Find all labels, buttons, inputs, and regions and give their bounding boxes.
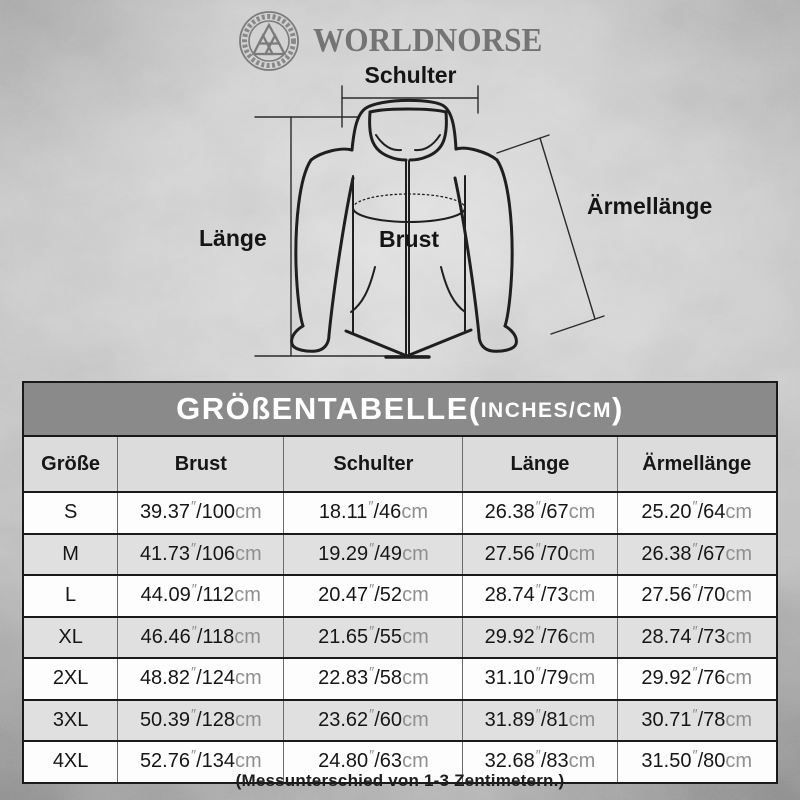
size-cell: 3XL <box>52 708 89 731</box>
measurement-cell: 21.65 ″/55 cm <box>283 617 462 657</box>
size-cell: XL <box>58 625 83 648</box>
measurement-cell: 30.71 ″/78 cm <box>616 700 776 740</box>
table-title-close: ) <box>612 391 624 426</box>
measurement-cell: 18.11 ″/46 cm <box>283 493 462 533</box>
size-cell: 4XL <box>52 750 89 773</box>
label-aermellaenge: Ärmellänge <box>587 193 713 219</box>
column-header: Größe <box>41 452 101 475</box>
table-row: 3XL 50.39 ″/128 cm 23.62 ″/60 cm 31.89 ″/81 cm 30.… <box>24 698 776 740</box>
table-title-main: GRÖßENTABELLE( <box>176 391 481 426</box>
measurement-cell: 46.46 ″/118 cm <box>117 617 283 657</box>
measurement-cell: 31.50 ″/80 cm <box>616 742 776 782</box>
measurement-cell: 24.80 ″/63 cm <box>283 742 462 782</box>
measurement-cell: 25.20 ″/64 cm <box>616 493 776 533</box>
table-row: L 44.09 ″/112 cm 20.47 ″/52 cm 28.74 ″/73 cm 27.56… <box>24 574 776 616</box>
label-schulter: Schulter <box>364 62 457 88</box>
size-cell: S <box>63 501 78 524</box>
measurement-cell: 20.47 ″/52 cm <box>283 576 462 616</box>
measurement-cell: 26.38 ″/67 cm <box>462 493 616 533</box>
brand-header: WORLDNORSE <box>0 10 800 72</box>
label-laenge: Länge <box>199 225 267 251</box>
measurement-cell: 28.74 ″/73 cm <box>616 617 776 657</box>
measurement-cell: 27.56 ″/70 cm <box>616 576 776 616</box>
measurement-cell: 29.92 ″/76 cm <box>616 659 776 699</box>
measurement-note: (Messunterschied von 1-3 Zentimetern.) <box>235 771 565 790</box>
column-header: Ärmellänge <box>616 437 776 491</box>
measurement-cell: 41.73 ″/106 cm <box>117 534 283 574</box>
table-header-row: Größe Brust Schulter Länge Ärmellänge <box>24 435 776 491</box>
table-row: M 41.73 ″/106 cm 19.29 ″/49 cm 27.56 ″/70 cm 26.38… <box>24 532 776 574</box>
table-row: 4XL 52.76 ″/134 cm 24.80 ″/63 cm 32.68 ″/83 cm 31.… <box>24 740 776 782</box>
table-row: 2XL 48.82 ″/124 cm 22.83 ″/58 cm 31.10 ″/79 cm 29.… <box>24 657 776 699</box>
column-header: Länge <box>462 437 616 491</box>
size-table-body: S 39.37 ″/100 cm 18.11 ″/46 cm 26.38 ″/67 cm 25.20… <box>24 491 776 782</box>
table-row: XL 46.46 ″/118 cm 21.65 ″/55 cm 29.92 ″/76 cm 28.7… <box>24 615 776 657</box>
measurement-cell: 27.56 ″/70 cm <box>462 534 616 574</box>
table-title-units: INCHES/CM <box>480 399 613 422</box>
measurement-cell: 26.38 ″/67 cm <box>616 534 776 574</box>
label-brust: Brust <box>378 226 440 252</box>
valknut-logo-icon <box>238 11 299 71</box>
measurement-cell: 31.10 ″/79 cm <box>462 659 616 699</box>
measurement-cell: 22.83 ″/58 cm <box>283 659 462 699</box>
measurement-cell: 39.37 ″/100 cm <box>117 493 283 533</box>
measurement-cell: 32.68 ″/83 cm <box>462 742 616 782</box>
measurement-cell: 44.09 ″/112 cm <box>117 576 283 616</box>
column-header: Schulter <box>283 437 462 491</box>
measurement-cell: 28.74 ″/73 cm <box>462 576 616 616</box>
measurement-cell: 23.62 ″/60 cm <box>283 700 462 740</box>
brand-name: WORLDNORSE <box>312 22 543 59</box>
table-title: GRÖßENTABELLE(INCHES/CM) <box>24 383 776 435</box>
measurement-cell: 19.29 ″/49 cm <box>283 534 462 574</box>
measurement-cell: 48.82 ″/124 cm <box>117 659 283 699</box>
column-header: Brust <box>117 437 283 491</box>
size-cell: M <box>62 542 79 565</box>
measurement-cell: 29.92 ″/76 cm <box>462 617 616 657</box>
table-row: S 39.37 ″/100 cm 18.11 ″/46 cm 26.38 ″/67 cm 25.20… <box>24 491 776 533</box>
size-cell: L <box>65 584 77 607</box>
measurement-cell: 31.89 ″/81 cm <box>462 700 616 740</box>
measurement-cell: 50.39 ″/128 cm <box>117 700 283 740</box>
size-cell: 2XL <box>52 667 89 690</box>
size-table: GRÖßENTABELLE(INCHES/CM) Größe Brust Schul… <box>22 381 778 784</box>
measurement-cell: 52.76 ″/134 cm <box>117 742 283 782</box>
